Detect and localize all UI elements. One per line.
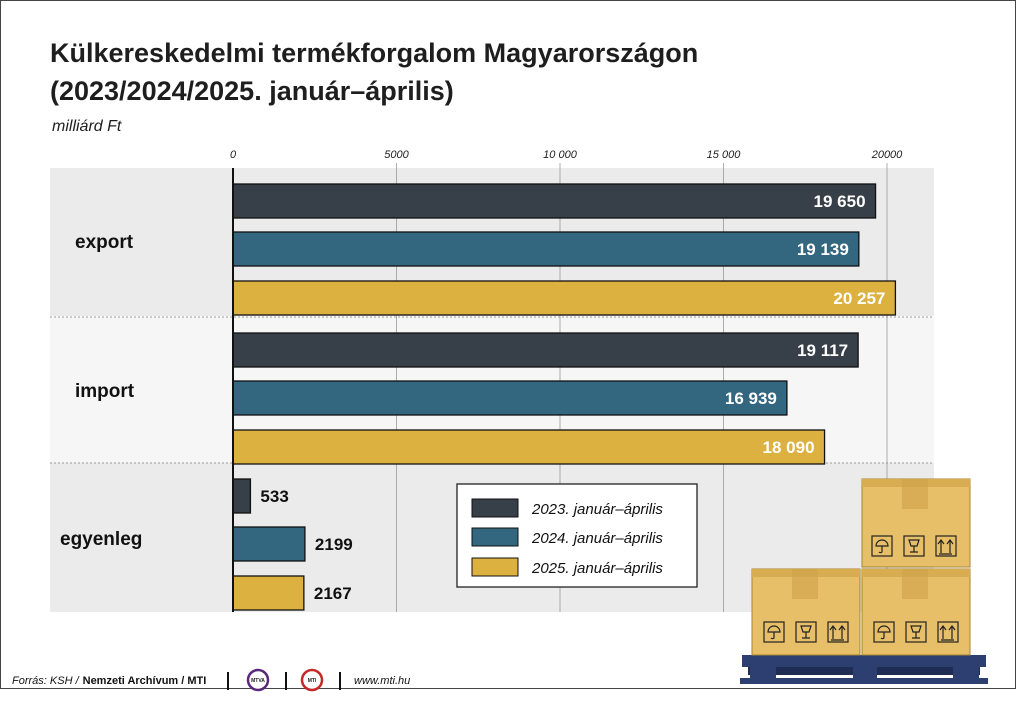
category-label-export: export (75, 232, 134, 253)
legend: 2023. január–április 2024. január–áprili… (456, 483, 698, 588)
category-label-egyenleg: egyenleg (60, 529, 142, 550)
outer-border (0, 0, 1016, 689)
pallet-top (742, 655, 986, 667)
bar-import-0 (232, 332, 859, 368)
legend-label-2023: 2023. január–április (531, 501, 663, 518)
data-label-egyenleg-1: 2199 (315, 535, 353, 554)
bar-import-2 (232, 429, 826, 465)
category-labels: export import egyenleg (60, 232, 142, 550)
data-label-egyenleg-2: 2167 (314, 584, 352, 603)
bar-export-1 (232, 231, 860, 267)
bar-egyenleg-2 (232, 575, 305, 611)
bar-export-2 (232, 280, 897, 316)
tick-label: 0 (230, 149, 237, 161)
tick-label: 5000 (384, 149, 409, 161)
bars: 19 650 19 139 20 257 19 117 16 939 18 090 533 2… (232, 183, 897, 611)
legend-swatch-2025 (471, 557, 519, 577)
tick-label: 10 000 (543, 149, 578, 161)
data-label-export-1: 19 139 (797, 240, 849, 259)
chart-unit-label: milliárd Ft (52, 118, 122, 135)
mtva-logo-text: MTVA (251, 678, 265, 684)
chart-title-line2: (2023/2024/2025. január–április) (50, 76, 454, 106)
chart-title-line1: Külkereskedelmi termékforgalom Magyarors… (50, 38, 698, 68)
data-label-export-0: 19 650 (814, 192, 866, 211)
data-label-import-0: 19 117 (797, 341, 848, 360)
bar-import-1 (232, 380, 788, 416)
data-label-egyenleg-0: 533 (260, 487, 288, 506)
mti-logo-text: MTI (308, 678, 317, 684)
legend-label-2025: 2025. január–április (531, 560, 663, 577)
bar-egyenleg-0 (232, 478, 252, 514)
tick-label: 20000 (871, 149, 903, 161)
mti-logo (300, 668, 324, 692)
cardboard-boxes-on-pallet-icon (740, 478, 988, 684)
bar-egyenleg-1 (232, 526, 306, 562)
legend-label-2024: 2024. január–április (531, 530, 663, 547)
category-label-import: import (75, 381, 135, 402)
data-label-export-2: 20 257 (833, 289, 885, 308)
legend-swatch-2024 (471, 527, 519, 547)
x-axis-ticks: 0 5000 10 000 15 000 20000 (230, 149, 903, 161)
website-link[interactable]: www.mti.hu (354, 675, 410, 687)
data-label-import-2: 18 090 (763, 438, 815, 457)
bar-export-0 (232, 183, 877, 219)
data-label-import-1: 16 939 (725, 389, 777, 408)
mtva-logo (246, 668, 270, 692)
footer: Forrás: KSH / Nemzeti Archívum / MTI MTVA… (12, 668, 410, 692)
tick-label: 15 000 (707, 149, 742, 161)
source-text: Forrás: KSH / Nemzeti Archívum / MTI (12, 675, 206, 687)
legend-swatch-2023 (471, 498, 519, 518)
